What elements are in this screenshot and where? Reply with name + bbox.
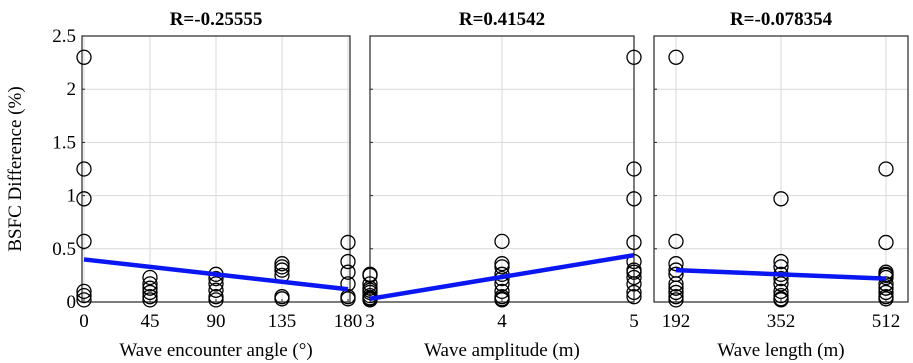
data-point (340, 253, 356, 270)
data-point (878, 284, 894, 301)
data-point (208, 276, 224, 292)
subplot-wave-length: 192 352 512 R=-0.078354 Wave length (m) (653, 9, 909, 361)
data-point (626, 284, 642, 301)
x-tick-label: 0 (79, 311, 89, 332)
data-point (494, 256, 510, 272)
data-point (76, 191, 92, 207)
data-point (626, 253, 642, 270)
regression-line (83, 257, 349, 292)
data-point (668, 284, 684, 301)
data-point (773, 253, 789, 270)
data-point (494, 283, 510, 300)
data-point (362, 284, 378, 301)
data-point (626, 276, 642, 292)
subplot-encounter-angle: 0 45 90 135 180 0 0.5 1 1.5 2 2.5 R=-0.25555 Wave en… (52, 9, 362, 361)
data-point (626, 161, 642, 177)
data-point (340, 234, 356, 251)
x-tick-label: 90 (207, 311, 226, 332)
data-point (773, 270, 789, 287)
data-point (668, 49, 684, 65)
y-axis-label: BSFC Difference (%) (5, 86, 26, 251)
data-point (668, 233, 684, 250)
y-tick-label: 1 (67, 186, 77, 207)
data-point (878, 234, 894, 251)
data-point (274, 291, 290, 307)
x-tick-label: 512 (872, 311, 901, 332)
data-point (626, 264, 642, 280)
data-point (142, 284, 158, 301)
x-tick-label: 192 (662, 311, 691, 332)
subplot-title-length: R=-0.078354 (730, 9, 833, 30)
subplot-title-angle: R=-0.25555 (170, 9, 263, 30)
data-point (878, 291, 894, 307)
regression-line (675, 267, 887, 281)
y-tick-label: 2.5 (52, 26, 76, 47)
data-point (626, 289, 642, 305)
x-axis-label-amplitude: Wave amplitude (m) (424, 340, 580, 361)
data-point (494, 292, 510, 308)
x-tick-label: 135 (268, 311, 297, 332)
y-tick-label: 0.5 (52, 239, 76, 260)
data-point (626, 234, 642, 251)
data-point (773, 283, 789, 300)
regression-line (369, 252, 635, 302)
data-point (208, 282, 224, 298)
data-point (668, 292, 684, 308)
data-point (626, 269, 642, 286)
x-tick-label: 4 (497, 311, 507, 332)
data-point (142, 292, 158, 308)
data-point (76, 287, 92, 304)
data-point (494, 259, 510, 275)
data-point (142, 276, 158, 292)
data-point (878, 280, 894, 296)
y-tick-label: 1.5 (52, 132, 76, 153)
x-tick-label: 45 (141, 311, 160, 332)
data-point (773, 191, 789, 207)
data-point (208, 289, 224, 305)
data-point (142, 269, 158, 286)
data-point (208, 292, 224, 308)
data-point (773, 287, 789, 304)
y-tick-label: 2 (67, 79, 77, 100)
data-point (878, 161, 894, 177)
y-tick-label: 0 (67, 292, 77, 313)
x-axis-label-angle: Wave encounter angle (°) (119, 340, 312, 361)
x-axis-label-length: Wave length (m) (717, 340, 844, 361)
x-tick-label: 5 (629, 311, 639, 332)
data-point (340, 276, 356, 292)
data-point (274, 259, 290, 275)
data-point (340, 291, 356, 307)
data-point (668, 289, 684, 305)
subplot-wave-amplitude: 3 4 5 R=0.41542 Wave amplitude (m) (362, 9, 642, 361)
data-point (626, 49, 642, 65)
subplot-title-amplitude: R=0.41542 (459, 9, 545, 30)
data-point (340, 264, 356, 280)
data-point (362, 267, 378, 284)
data-point (142, 289, 158, 305)
data-point (773, 276, 789, 292)
data-point (274, 256, 290, 272)
x-tick-label: 352 (767, 311, 796, 332)
data-point (274, 262, 290, 278)
data-point (668, 280, 684, 296)
data-point (76, 283, 92, 300)
data-point (494, 233, 510, 250)
data-point (76, 161, 92, 177)
data-point (76, 233, 92, 250)
data-point (208, 270, 224, 287)
data-point (76, 49, 92, 65)
data-point (142, 280, 158, 296)
data-point (76, 292, 92, 308)
data-point (626, 191, 642, 207)
x-tick-label: 180 (334, 311, 363, 332)
data-point (668, 276, 684, 292)
data-point (773, 292, 789, 308)
x-tick-label: 3 (365, 311, 375, 332)
